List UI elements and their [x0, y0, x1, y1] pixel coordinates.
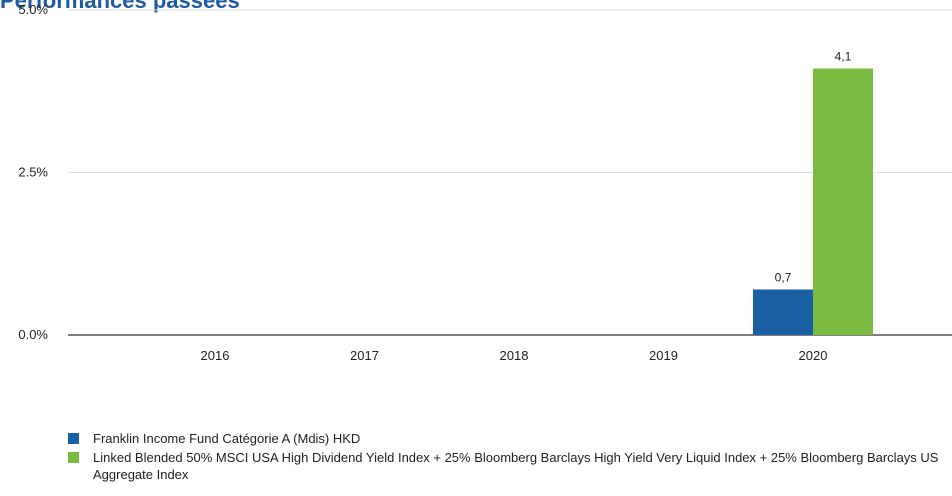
x-tick-label: 2020 [799, 348, 828, 363]
y-tick-label: 0.0% [18, 327, 48, 342]
legend-label-benchmark: Linked Blended 50% MSCI USA High Dividen… [93, 450, 939, 482]
y-tick-label: 2.5% [18, 165, 48, 180]
x-tick-label: 2017 [350, 348, 379, 363]
legend-swatch-benchmark [68, 452, 79, 463]
bar-fund [753, 289, 813, 335]
legend-item-benchmark: Linked Blended 50% MSCI USA High Dividen… [68, 449, 948, 483]
data-label-fund: 0,7 [775, 271, 792, 285]
data-label-benchmark: 4,1 [835, 50, 852, 64]
x-tick-label: 2018 [500, 348, 529, 363]
bar-benchmark [813, 68, 873, 335]
chart-legend: Franklin Income Fund Catégorie A (Mdis) … [68, 430, 948, 485]
legend-item-fund: Franklin Income Fund Catégorie A (Mdis) … [68, 430, 948, 447]
legend-swatch-fund [68, 433, 79, 444]
x-tick-label: 2016 [201, 348, 230, 363]
legend-label-fund: Franklin Income Fund Catégorie A (Mdis) … [93, 431, 361, 446]
x-tick-label: 2019 [649, 348, 678, 363]
chart-title: Performances passées [0, 0, 240, 13]
y-tick-label: 5.0% [18, 2, 48, 17]
